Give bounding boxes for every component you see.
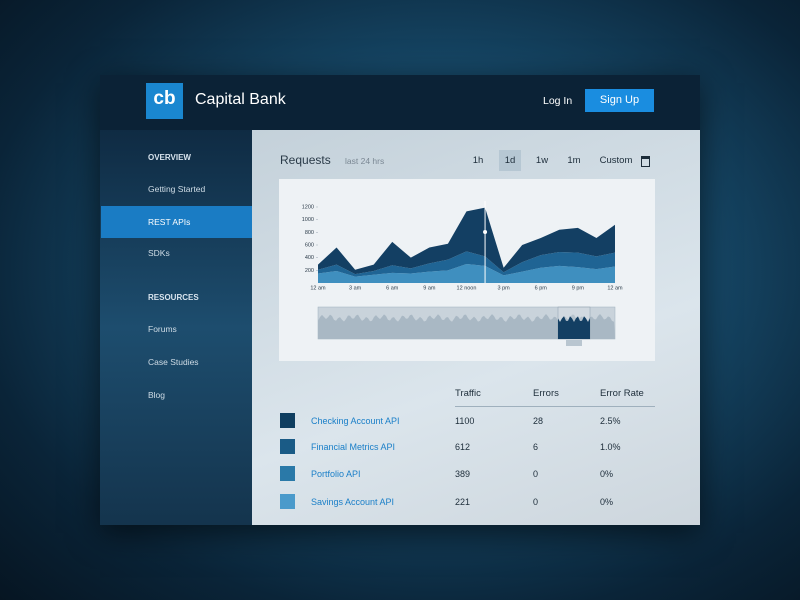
range-button[interactable]: 1h <box>472 155 484 166</box>
brand: Capital Bank <box>195 91 286 108</box>
cell: 0 <box>533 497 539 507</box>
table-rule <box>455 406 655 407</box>
row-swatch <box>280 466 295 481</box>
column-header: Error Rate <box>600 388 644 399</box>
login[interactable]: Log In <box>543 95 573 107</box>
cell: 221 <box>455 497 471 507</box>
api-name[interactable]: Checking Account API <box>311 416 400 426</box>
area <box>318 207 615 275</box>
chart: 200 400 600 800 1000 1200 12 am 3 am 6 am 9 am 12 … <box>302 201 623 346</box>
nav-item[interactable]: Blog <box>148 390 166 400</box>
area <box>318 264 615 283</box>
cell: 0% <box>600 469 614 479</box>
api-name[interactable]: Financial Metrics API <box>311 442 396 452</box>
y-tick-label: 200 <box>305 268 314 274</box>
row-swatch <box>280 413 295 428</box>
range-button[interactable]: 1d <box>504 155 516 166</box>
api-name[interactable]: Portfolio API <box>311 469 361 479</box>
row-swatch <box>280 439 295 454</box>
x-tick-label: 9 pm <box>572 285 585 291</box>
x-tick-label: 12 noon <box>457 285 477 291</box>
y-tick-label: 800 <box>305 230 314 236</box>
calendar-icon[interactable] <box>641 156 650 167</box>
navigator-handle <box>566 340 582 346</box>
cell: 0 <box>533 469 539 479</box>
x-tick-label: 6 am <box>386 285 399 291</box>
y-tick-label: 400 <box>305 255 314 261</box>
requests-title: Requests <box>280 153 331 167</box>
cell: 1.0% <box>600 442 621 452</box>
x-tick-label: 3 am <box>349 285 362 291</box>
signup-button[interactable] <box>585 89 654 112</box>
row-swatch <box>280 494 295 509</box>
y-tick-label: 1000 <box>302 217 314 223</box>
sidebar <box>100 130 252 525</box>
area <box>318 251 615 277</box>
logo <box>146 83 183 119</box>
range-active <box>499 150 521 171</box>
x-tick-label: 3 pm <box>498 285 511 291</box>
cell: 2.5% <box>600 416 621 426</box>
column-header: Errors <box>533 388 559 399</box>
requests-subtitle: last 24 hrs <box>345 156 385 166</box>
y-tick-label: 600 <box>305 242 314 248</box>
x-tick-label: 12 am <box>607 285 623 291</box>
x-tick-label: 12 am <box>310 285 326 291</box>
navigator-selected-area <box>558 316 590 339</box>
nav-item[interactable]: REST APIs <box>148 217 191 227</box>
cell: 612 <box>455 442 471 452</box>
hover-dot <box>483 230 488 235</box>
active-nav <box>101 206 252 238</box>
cell: 6 <box>533 442 539 452</box>
nav-item[interactable]: Getting Started <box>148 184 206 194</box>
api-name[interactable]: Savings Account API <box>311 497 395 507</box>
cell: 0% <box>600 497 614 507</box>
x-tick-label: 9 am <box>423 285 436 291</box>
nav-section: RESOURCES <box>148 293 199 302</box>
navigator-area <box>318 314 615 339</box>
range-button[interactable]: 1m <box>567 155 581 166</box>
cell: 28 <box>533 416 544 426</box>
x-tick-label: 6 pm <box>535 285 548 291</box>
nav-section: OVERVIEW <box>148 153 191 162</box>
range-button[interactable]: 1w <box>535 155 549 166</box>
cell: 1100 <box>455 416 475 426</box>
y-tick-label: 1200 <box>302 204 314 210</box>
logo-text: cb <box>153 88 176 109</box>
range-button[interactable]: Custom <box>599 155 633 166</box>
cell: 389 <box>455 469 471 479</box>
nav-item[interactable]: Forums <box>148 324 177 334</box>
nav-item[interactable]: Case Studies <box>148 357 199 367</box>
column-header: Traffic <box>455 388 481 399</box>
nav-item[interactable]: SDKs <box>148 248 170 258</box>
signup-text[interactable]: Sign Up <box>599 94 640 106</box>
